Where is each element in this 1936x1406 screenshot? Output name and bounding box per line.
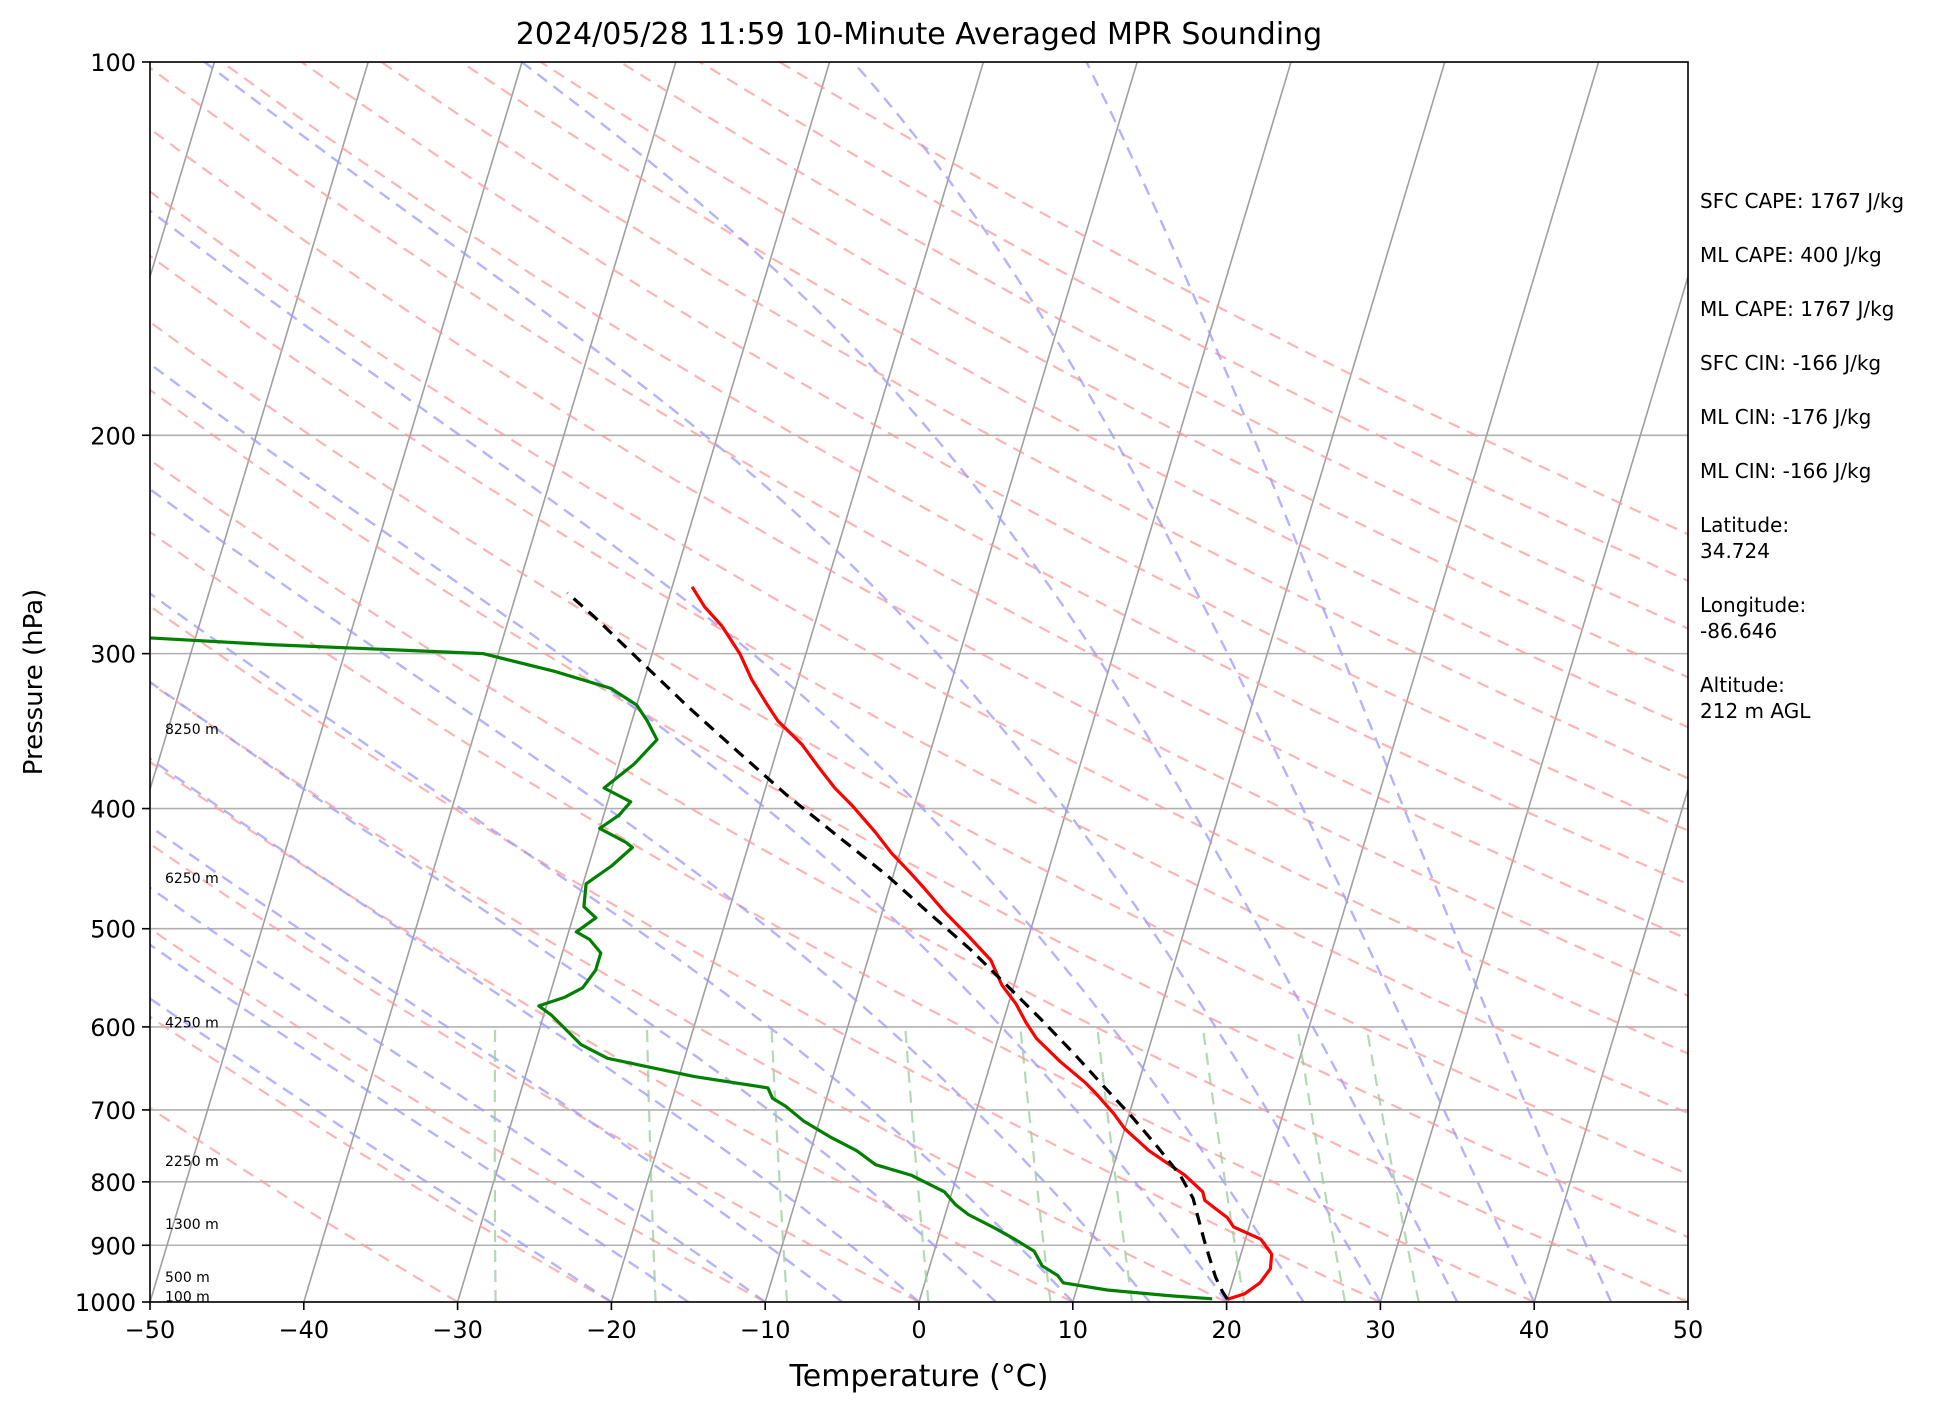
x-tick-label: −50: [125, 1316, 176, 1344]
x-tick-label: 0: [911, 1316, 926, 1344]
dry-adiabat-line: [150, 127, 1688, 997]
info-altitude: Altitude: 212 m AGL: [1700, 673, 1811, 723]
dry-adiabat-line: [150, 66, 1688, 941]
height-label: 4250 m: [165, 1015, 219, 1031]
y-axis-label: Pressure (hPa): [19, 589, 49, 776]
y-tick-label: 400: [90, 796, 136, 824]
dry-adiabat-line: [150, 254, 1688, 1115]
parcel-path-line: [566, 591, 1229, 1301]
mixing-ratio-line: [1019, 1026, 1052, 1302]
isotherm-line: [1072, 62, 1446, 1302]
dry-adiabat-line: [150, 760, 1074, 1302]
dry-adiabat-line: [150, 320, 1688, 1176]
dry-adiabat-line: [150, 388, 1688, 1239]
dry-adiabat-line: [150, 458, 1688, 1302]
dry-adiabat-line: [300, 62, 1688, 832]
moist-adiabat-line: [150, 757, 920, 1302]
x-tick-label: 40: [1519, 1316, 1550, 1344]
dewpoint-profile-line: [150, 636, 1213, 1301]
dry-adiabat-line: [150, 927, 766, 1302]
info-ml-cin-1: ML CIN: -176 J/kg: [1700, 405, 1872, 429]
isotherm-line: [918, 62, 1292, 1302]
moist-adiabat-line: [1085, 62, 1613, 1302]
plot-frame: [149, 61, 1689, 1303]
isotherm-line: [764, 62, 1138, 1302]
moist-adiabat-line: [203, 62, 1382, 1302]
height-label: 2250 m: [165, 1154, 219, 1170]
height-label: 8250 m: [165, 722, 219, 738]
isotherm-line: [456, 62, 831, 1302]
isotherm-line: [1379, 273, 1688, 1302]
mixing-ratio-line: [770, 1026, 789, 1302]
mixing-ratio-line: [1201, 1026, 1246, 1302]
x-axis-label: Temperature (°C): [789, 1359, 1049, 1394]
x-tick-label: −10: [740, 1316, 791, 1344]
isotherm-line: [150, 62, 523, 1302]
info-sfc-cin: SFC CIN: -166 J/kg: [1700, 351, 1882, 375]
dry-adiabat-line: [150, 842, 920, 1302]
x-tick-label: 30: [1365, 1316, 1396, 1344]
y-tick-label: 300: [90, 641, 136, 669]
mixing-ratio-line: [1365, 1026, 1420, 1302]
y-tick-label: 200: [90, 422, 136, 450]
height-label: 500 m: [165, 1270, 210, 1286]
mixing-ratio-line: [904, 1026, 930, 1302]
x-tick-label: 50: [1673, 1316, 1704, 1344]
height-label: 100 m: [165, 1290, 210, 1306]
dry-adiabat-line: [699, 62, 1688, 583]
info-ml-cape-2: ML CAPE: 1767 J/kg: [1700, 297, 1895, 321]
moist-adiabat-line: [150, 362, 1228, 1302]
dry-adiabat-line: [221, 62, 1688, 886]
x-tick-label: 10: [1058, 1316, 1089, 1344]
x-tick-label: 20: [1211, 1316, 1242, 1344]
dry-adiabat-line: [150, 604, 1381, 1302]
height-label: 1300 m: [165, 1217, 219, 1233]
x-tick-label: −20: [586, 1316, 637, 1344]
y-tick-label: 600: [90, 1014, 136, 1042]
y-tick-label: 900: [90, 1232, 136, 1260]
mixing-ratio-line: [493, 1026, 497, 1302]
x-tick-label: −40: [278, 1316, 329, 1344]
dry-adiabat-line: [380, 62, 1688, 780]
moist-adiabat-line: [150, 825, 843, 1302]
isotherm-line: [1533, 786, 1688, 1302]
dry-adiabat-line: [150, 681, 1228, 1302]
moist-adiabat-line: [150, 487, 1151, 1302]
y-tick-label: 500: [90, 916, 136, 944]
y-tick-label: 100: [90, 49, 136, 77]
mixing-ratio-line: [1096, 1026, 1134, 1302]
isotherm-line: [1225, 62, 1600, 1302]
moist-adiabat-line: [150, 592, 1074, 1302]
dry-adiabat-line: [150, 1106, 459, 1302]
sounding-info-panel: SFC CAPE: 1767 J/kg ML CAPE: 400 J/kg ML…: [1700, 188, 1930, 752]
moist-adiabat-line: [150, 209, 1305, 1302]
info-ml-cin-2: ML CIN: -166 J/kg: [1700, 459, 1872, 483]
y-tick-label: 800: [90, 1169, 136, 1197]
dry-adiabat-line: [619, 62, 1688, 630]
height-label: 6250 m: [165, 871, 219, 887]
y-tick-label: 1000: [75, 1289, 136, 1317]
mixing-ratio-line: [645, 1026, 657, 1302]
isotherm-line: [303, 62, 677, 1302]
chart-title: 2024/05/28 11:59 10-Minute Averaged MPR …: [516, 17, 1322, 52]
y-tick-label: 700: [90, 1097, 136, 1125]
x-tick-label: −30: [432, 1316, 483, 1344]
info-ml-cape-1: ML CAPE: 400 J/kg: [1700, 243, 1882, 267]
moist-adiabat-line: [150, 997, 613, 1302]
dry-adiabat-line: [150, 530, 1535, 1302]
isotherm-line: [610, 62, 985, 1302]
isotherm-line: [150, 62, 216, 280]
info-longitude: Longitude: -86.646: [1700, 593, 1807, 643]
temperature-profile-line: [690, 585, 1274, 1301]
moist-adiabat-line: [852, 62, 1536, 1302]
info-latitude: Latitude: 34.724: [1700, 513, 1790, 563]
info-sfc-cape: SFC CAPE: 1767 J/kg: [1700, 189, 1905, 213]
dry-adiabat-line: [150, 190, 1688, 1055]
moist-adiabat-line: [520, 62, 1459, 1302]
dry-adiabat-line: [460, 62, 1688, 729]
mixing-ratio-line: [1296, 1026, 1347, 1302]
moist-adiabat-line: [150, 943, 689, 1302]
isotherm-line: [150, 62, 369, 793]
